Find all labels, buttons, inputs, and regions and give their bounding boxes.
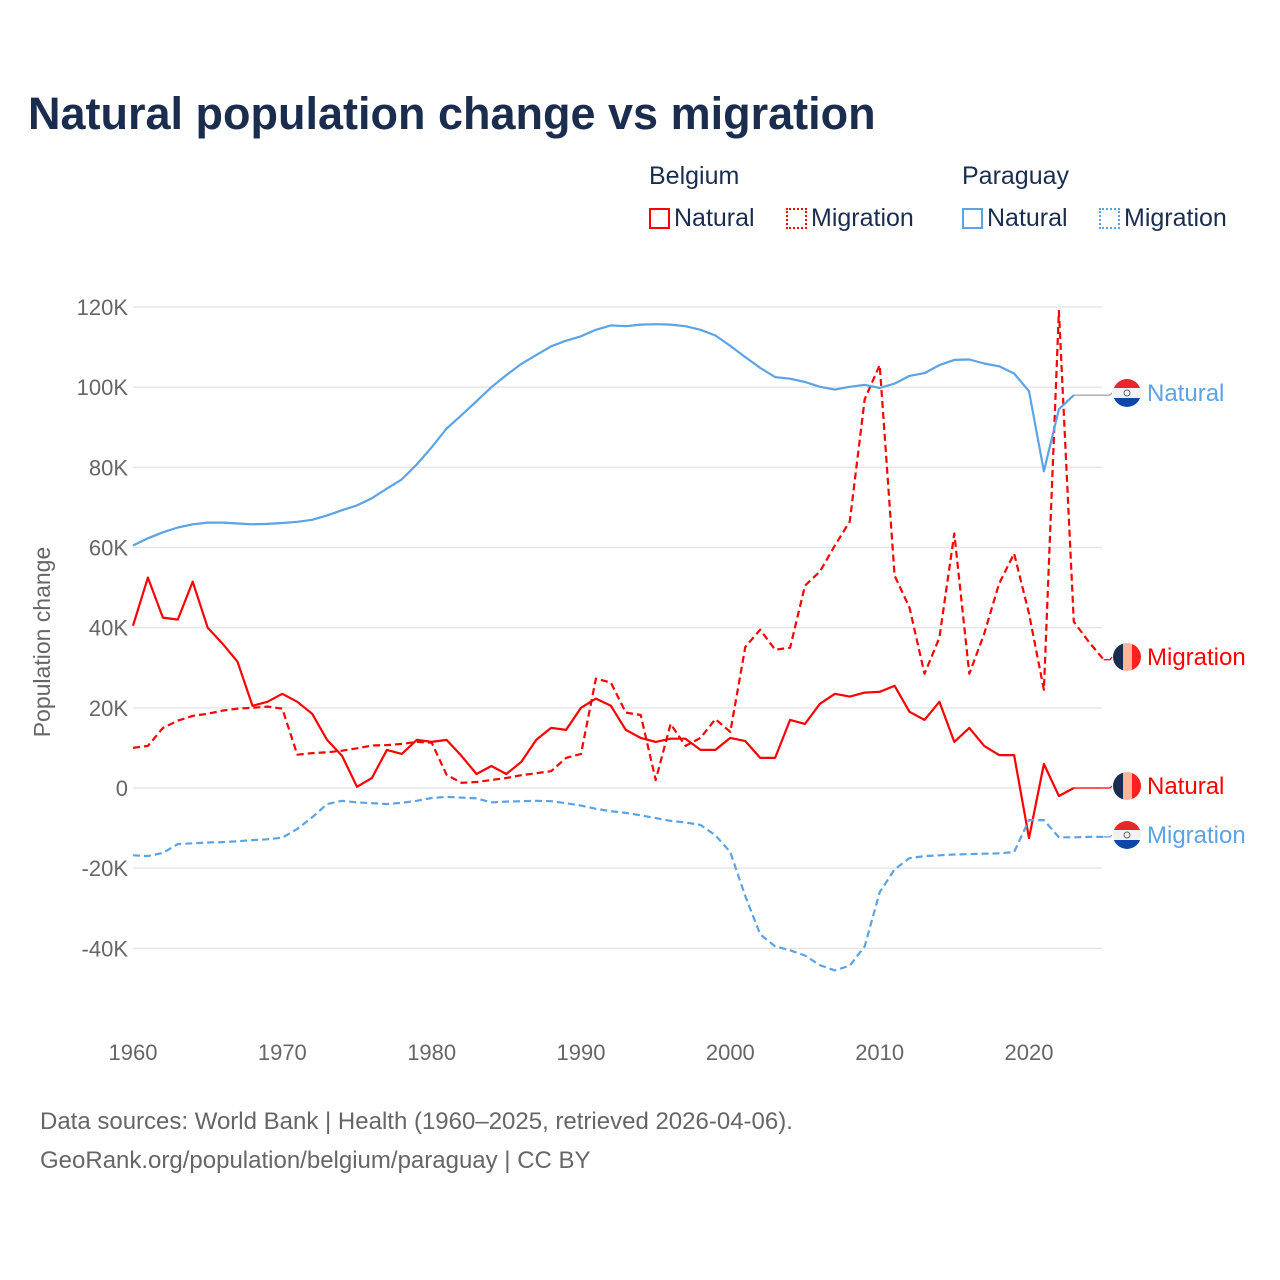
y-tick-label: 0 — [116, 776, 128, 801]
legend-item-paraguay-migration[interactable]: Migration — [1099, 204, 1227, 233]
flag-stripe — [1132, 643, 1141, 671]
flag-emblem — [1123, 389, 1131, 397]
flag-stripe — [1113, 643, 1123, 671]
y-tick-label: 120K — [77, 295, 129, 320]
legend-label: Migration — [1124, 204, 1227, 232]
x-tick-label: 2020 — [1005, 1040, 1054, 1065]
flag-stripe — [1132, 772, 1141, 800]
y-tick-label: 20K — [89, 696, 128, 721]
y-tick-label: 60K — [89, 536, 128, 561]
series-line-belgium-natural — [131, 576, 1075, 840]
source-note: Data sources: World Bank | Health (1960–… — [40, 1108, 793, 1135]
x-tick-label: 1990 — [557, 1040, 606, 1065]
chart-title: Natural population change vs migration — [28, 88, 876, 139]
belgium-flag-icon — [1113, 772, 1141, 800]
series-line-paraguay-migration — [132, 795, 1104, 972]
flag-body — [1113, 379, 1141, 407]
flag-stripe — [1113, 398, 1141, 407]
flag-body — [1113, 772, 1141, 800]
legend-label: Natural — [674, 204, 755, 232]
legend-label: Natural — [987, 204, 1068, 232]
flag-emblem — [1123, 831, 1131, 839]
belgium-flag-icon — [1113, 643, 1141, 671]
paraguay-flag-icon — [1113, 379, 1141, 407]
series-line-paraguay-natural — [132, 323, 1075, 547]
series-line-belgium-migration — [132, 309, 1105, 784]
y-tick-label: -40K — [82, 936, 129, 961]
flag-stripe — [1123, 772, 1132, 800]
flag-stripe — [1113, 821, 1141, 830]
label-connector — [1103, 834, 1113, 838]
y-tick-label: 80K — [89, 455, 128, 480]
series-end-label: Migration — [1147, 822, 1246, 849]
legend-swatch-solid — [649, 208, 670, 229]
x-tick-label: 2000 — [706, 1040, 755, 1065]
flag-stripe — [1113, 772, 1123, 800]
flag-stripe — [1123, 643, 1132, 671]
label-connector — [1073, 785, 1113, 789]
x-tick-label: 1980 — [407, 1040, 456, 1065]
flag-stripe — [1113, 830, 1141, 840]
label-connector — [1103, 656, 1113, 661]
y-tick-label: 40K — [89, 616, 128, 641]
flag-body — [1113, 643, 1141, 671]
label-connector — [1073, 392, 1113, 396]
attribution: GeoRank.org/population/belgium/paraguay … — [40, 1147, 591, 1174]
legend-country-label: Paraguay — [962, 162, 1070, 190]
legend-group-paraguay: Paraguay Natural Migration — [962, 162, 1227, 232]
legend-item-belgium-natural[interactable]: Natural — [649, 204, 755, 233]
x-tick-label: 2010 — [855, 1040, 904, 1065]
legend-item-paraguay-natural[interactable]: Natural — [962, 204, 1068, 233]
series-end-label: Migration — [1147, 644, 1246, 671]
legend-swatch-solid — [962, 208, 983, 229]
legend-group-belgium: Belgium Natural Migration — [649, 162, 914, 232]
flag-stripe — [1113, 379, 1141, 388]
series-end-label: Natural — [1147, 380, 1224, 407]
flag-stripe — [1113, 840, 1141, 849]
flag-stripe — [1113, 388, 1141, 398]
paraguay-flag-icon — [1113, 821, 1141, 849]
legend-item-belgium-migration[interactable]: Migration — [786, 204, 914, 233]
legend-label: Migration — [811, 204, 914, 232]
y-tick-label: -20K — [82, 856, 129, 881]
flag-body — [1113, 821, 1141, 849]
legend-country-label: Belgium — [649, 162, 740, 190]
y-tick-label: 100K — [77, 375, 129, 400]
x-tick-label: 1960 — [109, 1040, 158, 1065]
series-end-label: Natural — [1147, 773, 1224, 800]
y-axis-label: Population change — [29, 547, 55, 738]
legend-swatch-dotted — [1099, 208, 1120, 229]
legend-swatch-dotted — [786, 208, 807, 229]
x-tick-label: 1970 — [258, 1040, 307, 1065]
